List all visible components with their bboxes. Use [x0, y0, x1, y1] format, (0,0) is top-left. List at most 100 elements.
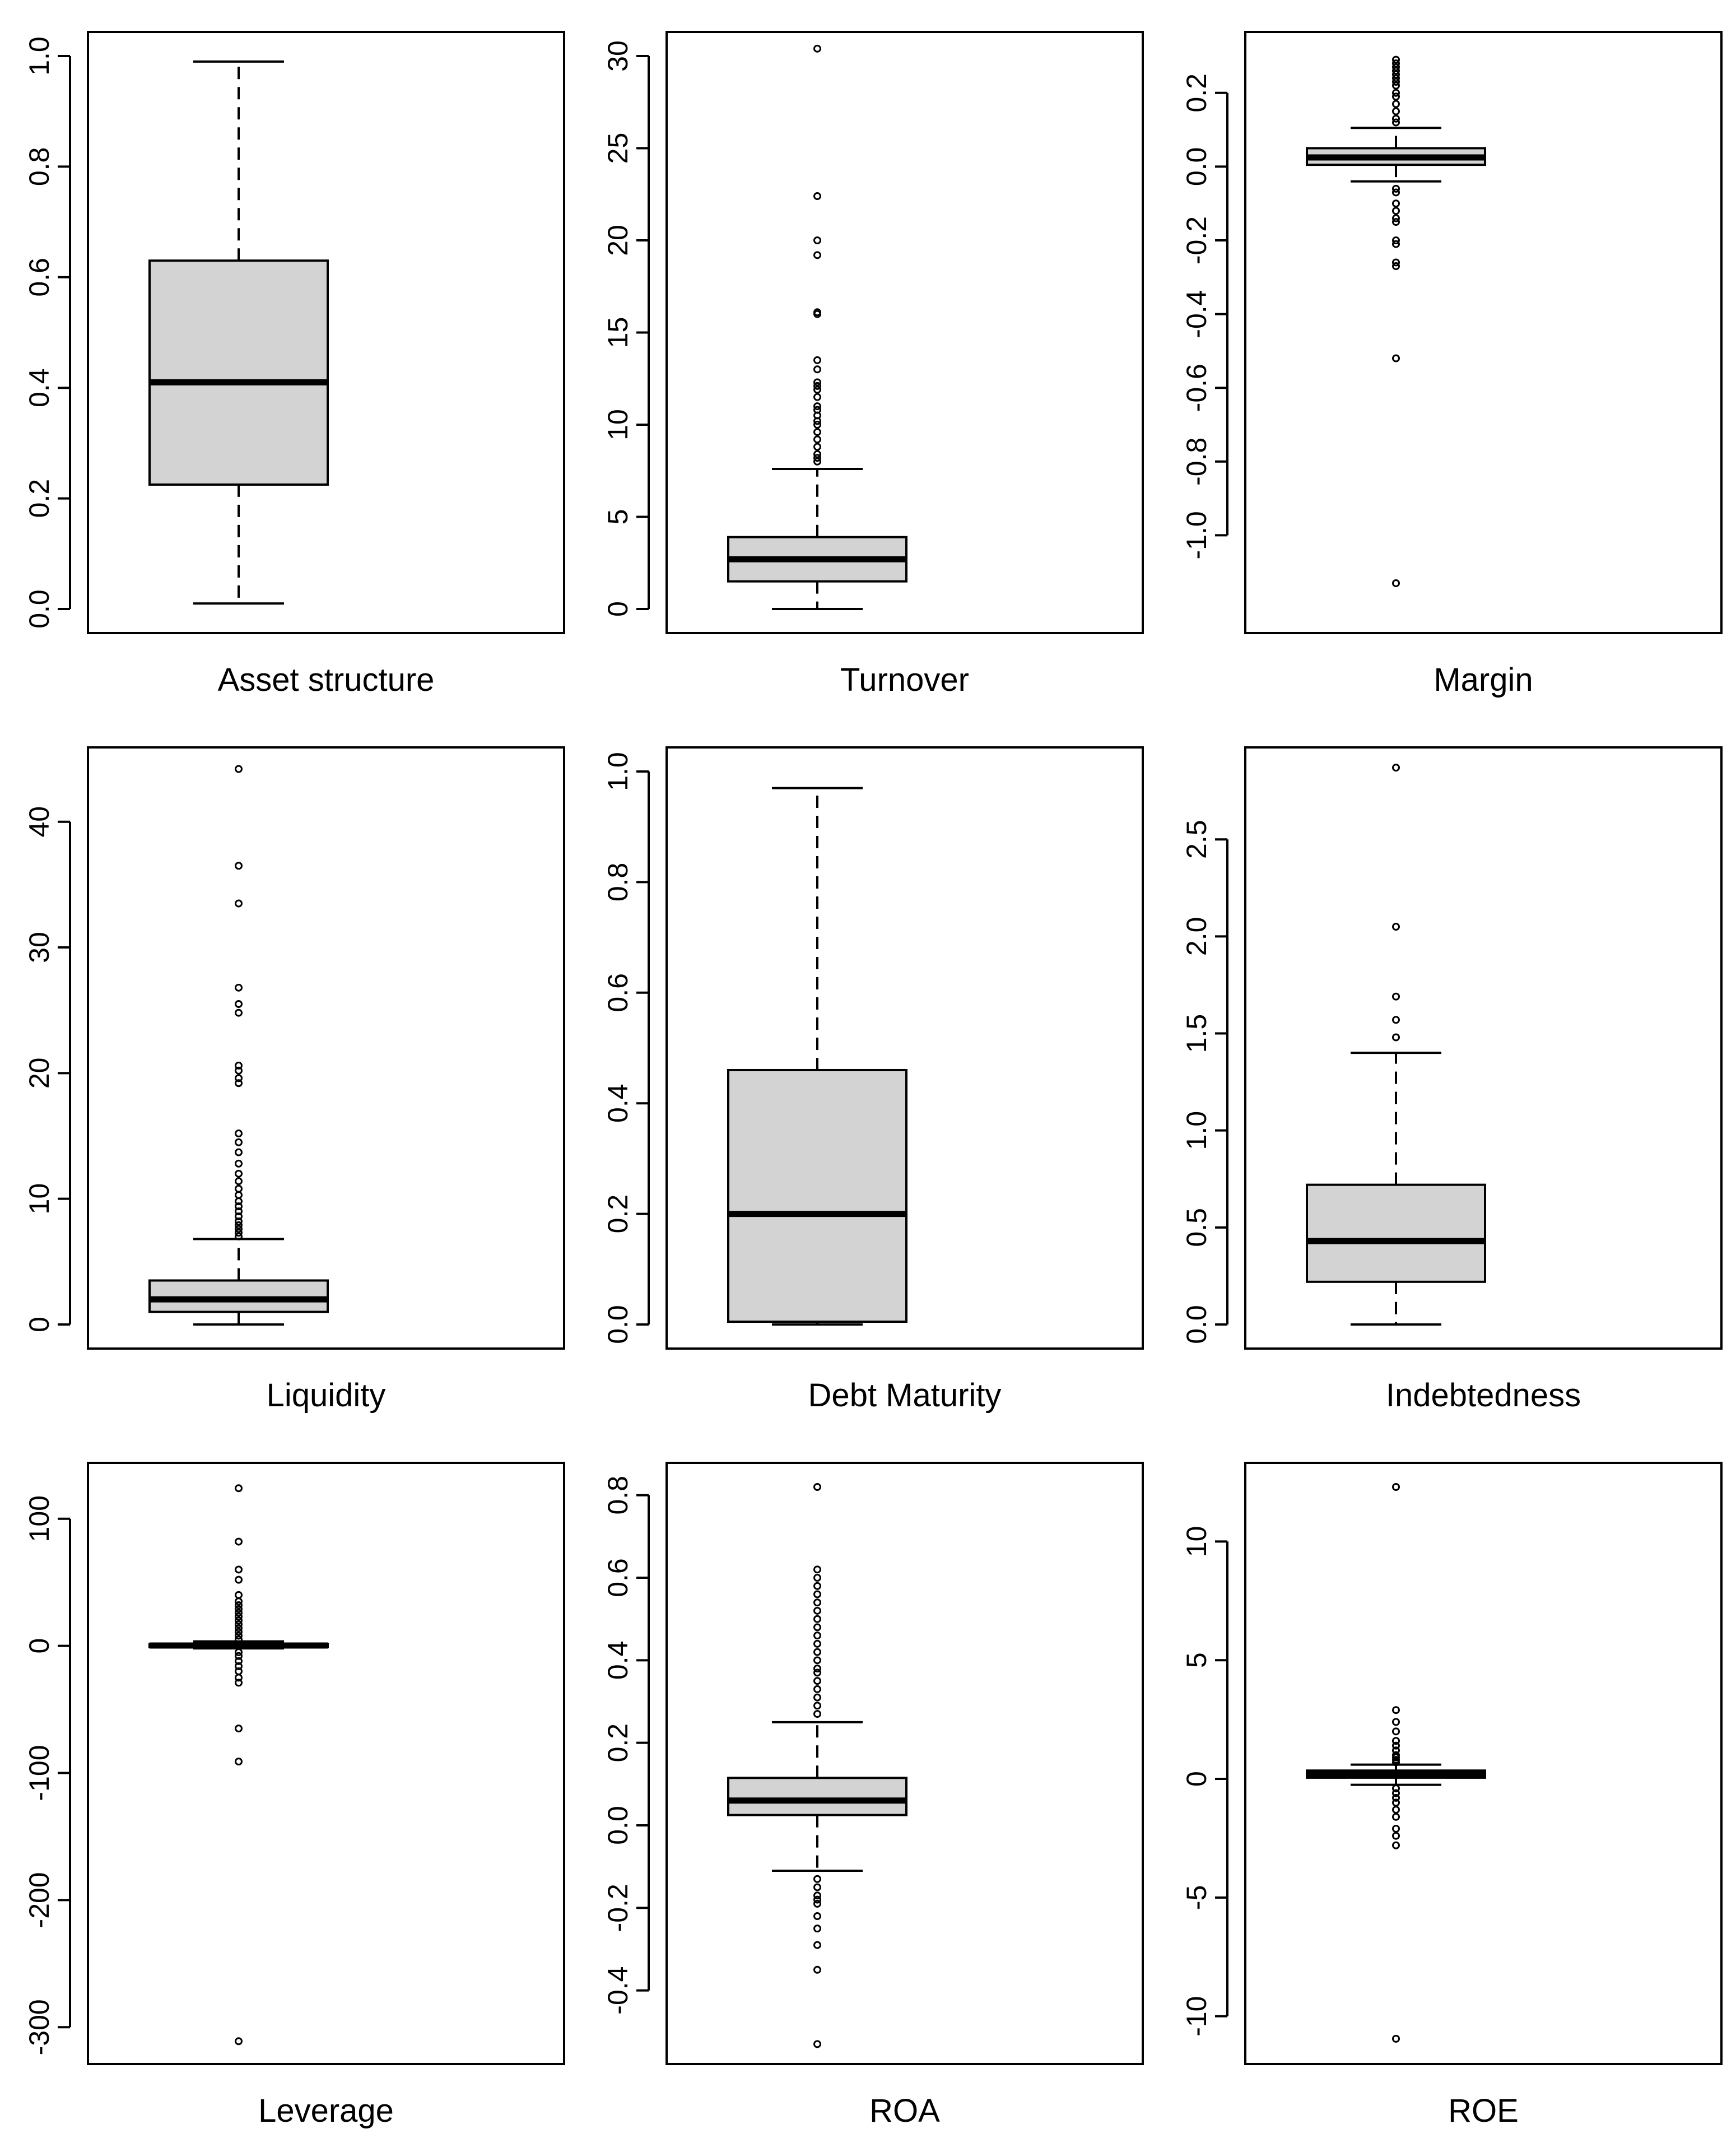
iqr-box	[148, 259, 329, 486]
boxplot-panel-asset-structure: 0.0 0.2 0.4 0.6 0.8 1.0 Asset structure	[24, 31, 565, 698]
outlier-point	[1392, 1727, 1400, 1736]
outlier-point	[813, 1693, 821, 1702]
boxplot-panel-roe: -10 -5 0 5 10 ROE	[1181, 1462, 1723, 2129]
y-tick-label: 0.2	[602, 1723, 634, 1763]
outlier-point	[813, 236, 821, 244]
outlier-point	[1392, 240, 1400, 248]
outlier-point	[235, 1148, 243, 1156]
plot-frame	[87, 746, 565, 1350]
outlier-point	[235, 1632, 243, 1640]
outlier-point	[813, 1582, 821, 1590]
outlier-point	[1392, 100, 1400, 108]
outlier-point	[235, 1679, 243, 1687]
y-tick-label: 10	[602, 409, 634, 440]
y-tick-label: 10	[24, 1183, 55, 1215]
outlier-point	[1392, 923, 1400, 931]
y-tick-label: 0.2	[1181, 73, 1212, 113]
outlier-point	[1392, 1812, 1400, 1821]
outlier-point	[1392, 2034, 1400, 2043]
outlier-point	[1392, 92, 1400, 101]
outlier-point	[813, 1912, 821, 1921]
outlier-point	[235, 1217, 243, 1226]
outlier-point	[813, 1639, 821, 1648]
outlier-point	[235, 1191, 243, 1199]
y-tick-label: 15	[602, 317, 634, 348]
outlier-point	[235, 1079, 243, 1087]
y-tick-label: -0.4	[1181, 290, 1212, 338]
x-axis-label: Turnover	[840, 662, 969, 698]
outlier-point	[813, 1590, 821, 1598]
outlier-point	[1392, 1841, 1400, 1849]
x-axis-label: Indebtedness	[1386, 1377, 1581, 1414]
outlier-point	[813, 1615, 821, 1623]
outlier-point	[235, 1616, 243, 1625]
outlier-point	[813, 1895, 821, 1904]
y-tick-label: 0.5	[1181, 1208, 1212, 1247]
y-tick-label: 0.4	[602, 1641, 634, 1680]
y-tick-label: -0.6	[1181, 364, 1212, 412]
outlier-point	[1392, 1483, 1400, 1491]
outlier-point	[813, 356, 821, 364]
outlier-point	[813, 1925, 821, 1933]
outlier-point	[813, 1606, 821, 1615]
outlier-point	[813, 1899, 821, 1908]
y-tick-label: 0.0	[602, 1806, 634, 1845]
y-tick-label: -0.2	[602, 1884, 634, 1932]
y-tick-label: 0.6	[24, 258, 55, 297]
outlier-point	[1392, 1033, 1400, 1042]
outlier-point	[1392, 1789, 1400, 1797]
outlier-point	[1392, 1751, 1400, 1759]
y-tick-label: 0.0	[1181, 1305, 1212, 1344]
outlier-point	[1392, 74, 1400, 82]
outlier-point	[1392, 81, 1400, 90]
outlier-point	[235, 1648, 243, 1656]
outlier-point	[235, 1000, 243, 1008]
outlier-point	[235, 983, 243, 992]
outlier-point	[813, 1891, 821, 1900]
outlier-point	[813, 402, 821, 411]
iqr-box	[727, 1777, 907, 1816]
x-axis-label: ROE	[1448, 2093, 1519, 2129]
outlier-point	[1392, 236, 1400, 244]
outlier-point	[1392, 764, 1400, 772]
y-tick-label: 1.0	[1181, 1111, 1212, 1150]
outlier-point	[235, 1169, 243, 1178]
boxplot-panel-roa: -0.4 -0.2 0.0 0.2 0.4 0.6 0.8 ROA	[602, 1462, 1144, 2129]
outlier-point	[1392, 118, 1400, 127]
outlier-point	[1392, 1784, 1400, 1792]
outlier-point	[1392, 1741, 1400, 1750]
outlier-point	[813, 1483, 821, 1491]
outlier-point	[1392, 992, 1400, 1001]
outlier-point	[1392, 579, 1400, 587]
y-tick-label: -100	[24, 1745, 55, 1801]
outlier-point	[1392, 188, 1400, 197]
outlier-point	[1392, 1746, 1400, 1755]
outlier-point	[235, 1177, 243, 1186]
outlier-point	[1392, 1016, 1400, 1024]
outlier-point	[813, 450, 821, 458]
x-axis-label: Margin	[1434, 662, 1533, 698]
outlier-point	[235, 1484, 243, 1493]
outlier-point	[813, 443, 821, 451]
outlier-point	[1392, 1793, 1400, 1802]
outlier-point	[235, 1184, 243, 1193]
outlier-point	[235, 765, 243, 773]
outlier-point	[813, 1665, 821, 1673]
outlier-point	[235, 1635, 243, 1644]
plot-frame	[87, 31, 565, 634]
x-axis-label: ROA	[869, 2093, 940, 2129]
iqr-box	[1306, 1183, 1486, 1283]
y-tick-label: -0.8	[1181, 438, 1212, 486]
x-axis-label: Liquidity	[267, 1377, 386, 1414]
outlier-point	[235, 1207, 243, 1216]
outlier-point	[813, 1598, 821, 1607]
outlier-point	[813, 1623, 821, 1632]
y-tick-label: -300	[24, 1999, 55, 2055]
outlier-point	[235, 1202, 243, 1211]
outlier-point	[1392, 214, 1400, 222]
outlier-point	[813, 1574, 821, 1582]
outlier-point	[235, 1628, 243, 1636]
y-tick-label: 0	[24, 1317, 55, 1332]
outlier-point	[235, 1008, 243, 1017]
